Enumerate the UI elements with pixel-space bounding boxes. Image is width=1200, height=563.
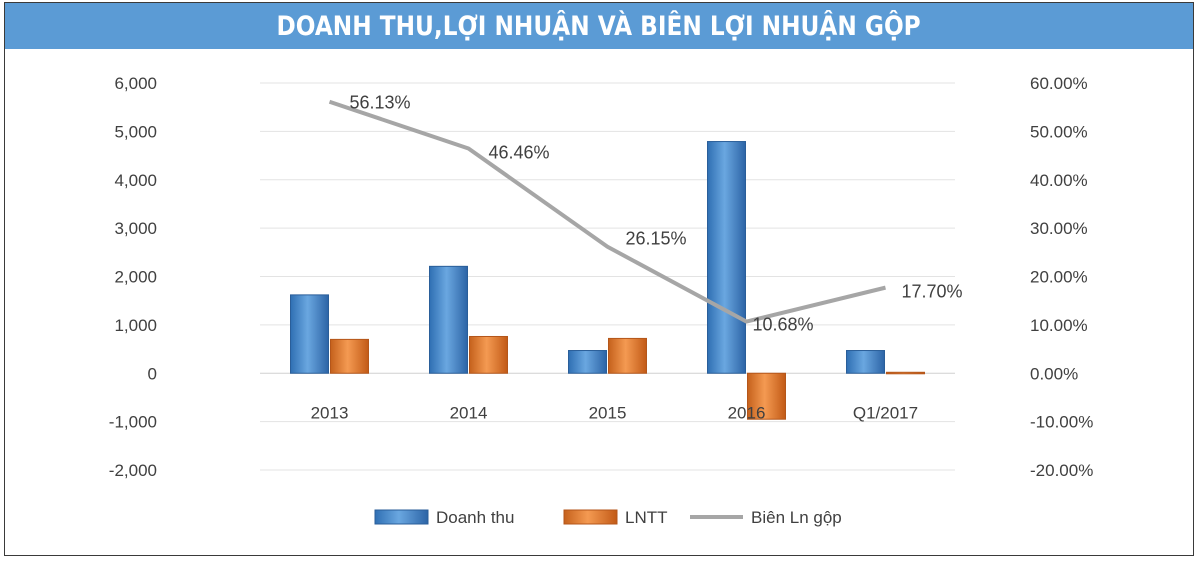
legend-swatch-lntt (563, 509, 618, 525)
left-tick-label: 5,000 (114, 122, 157, 141)
category-labels: 2013 2014 2015 2016 Q1/2017 (311, 403, 919, 422)
bars (290, 141, 925, 420)
left-tick-label: 1,000 (114, 316, 157, 335)
margin-data-label: 46.46% (489, 142, 550, 162)
legend: Doanh thu LNTT Biên Ln gộp (374, 508, 842, 527)
bar-lntt (469, 335, 508, 374)
right-axis: 60.00% 50.00% 40.00% 30.00% 20.00% 10.00% 0.00… (1030, 74, 1093, 480)
category-label: 2016 (728, 403, 766, 422)
category-label: 2014 (450, 403, 488, 422)
right-tick-label: 0.00% (1030, 364, 1078, 383)
category-label: 2015 (589, 403, 627, 422)
category-label: 2013 (311, 403, 349, 422)
margin-data-label: 26.15% (626, 229, 687, 249)
right-tick-label: -10.00% (1030, 413, 1093, 432)
left-tick-label: 4,000 (114, 171, 157, 190)
left-tick-label: 0 (148, 364, 157, 383)
title-bar: DOANH THU,LỢI NHUẬN VÀ BIÊN LỢI NHUẬN GỘ… (5, 3, 1193, 49)
bar-doanh-thu (846, 350, 885, 374)
left-tick-label: 6,000 (114, 74, 157, 93)
bar-doanh-thu (429, 265, 468, 374)
bar-lntt (886, 371, 925, 375)
margin-data-label: 10.68% (753, 315, 814, 335)
right-tick-label: 30.00% (1030, 219, 1088, 238)
chart-title: DOANH THU,LỢI NHUẬN VÀ BIÊN LỢI NHUẬN GỘ… (276, 10, 922, 42)
right-tick-label: 20.00% (1030, 268, 1088, 287)
bar-doanh-thu (568, 350, 607, 374)
right-tick-label: 10.00% (1030, 316, 1088, 335)
legend-label-doanh-thu: Doanh thu (436, 508, 514, 527)
left-tick-label: -1,000 (109, 413, 157, 432)
legend-label-lntt: LNTT (625, 508, 668, 527)
bar-lntt (747, 372, 786, 420)
bar-doanh-thu (707, 141, 746, 374)
left-axis: 6,000 5,000 4,000 3,000 2,000 1,000 0 -1,000 -2,… (109, 74, 157, 480)
right-tick-label: 60.00% (1030, 74, 1088, 93)
bar-lntt (608, 337, 647, 374)
legend-swatch-doanh-thu (374, 509, 429, 525)
legend-label-bien-ln-gop: Biên Ln gộp (751, 508, 842, 527)
left-tick-label: 2,000 (114, 268, 157, 287)
chart-frame: DOANH THU,LỢI NHUẬN VÀ BIÊN LỢI NHUẬN GỘ… (4, 2, 1194, 556)
right-tick-label: 50.00% (1030, 122, 1088, 141)
left-tick-label: -2,000 (109, 461, 157, 480)
margin-line: 56.13% 46.46% 26.15% 10.68% 17.70% (328, 93, 963, 335)
right-tick-label: 40.00% (1030, 171, 1088, 190)
left-tick-label: 3,000 (114, 219, 157, 238)
margin-line-path (328, 99, 886, 324)
bar-doanh-thu (290, 294, 329, 374)
margin-data-label: 56.13% (350, 93, 411, 113)
gridlines (260, 82, 955, 471)
category-label: Q1/2017 (853, 403, 918, 422)
right-tick-label: -20.00% (1030, 461, 1093, 480)
bar-lntt (330, 338, 369, 374)
margin-data-label: 17.70% (902, 282, 963, 302)
